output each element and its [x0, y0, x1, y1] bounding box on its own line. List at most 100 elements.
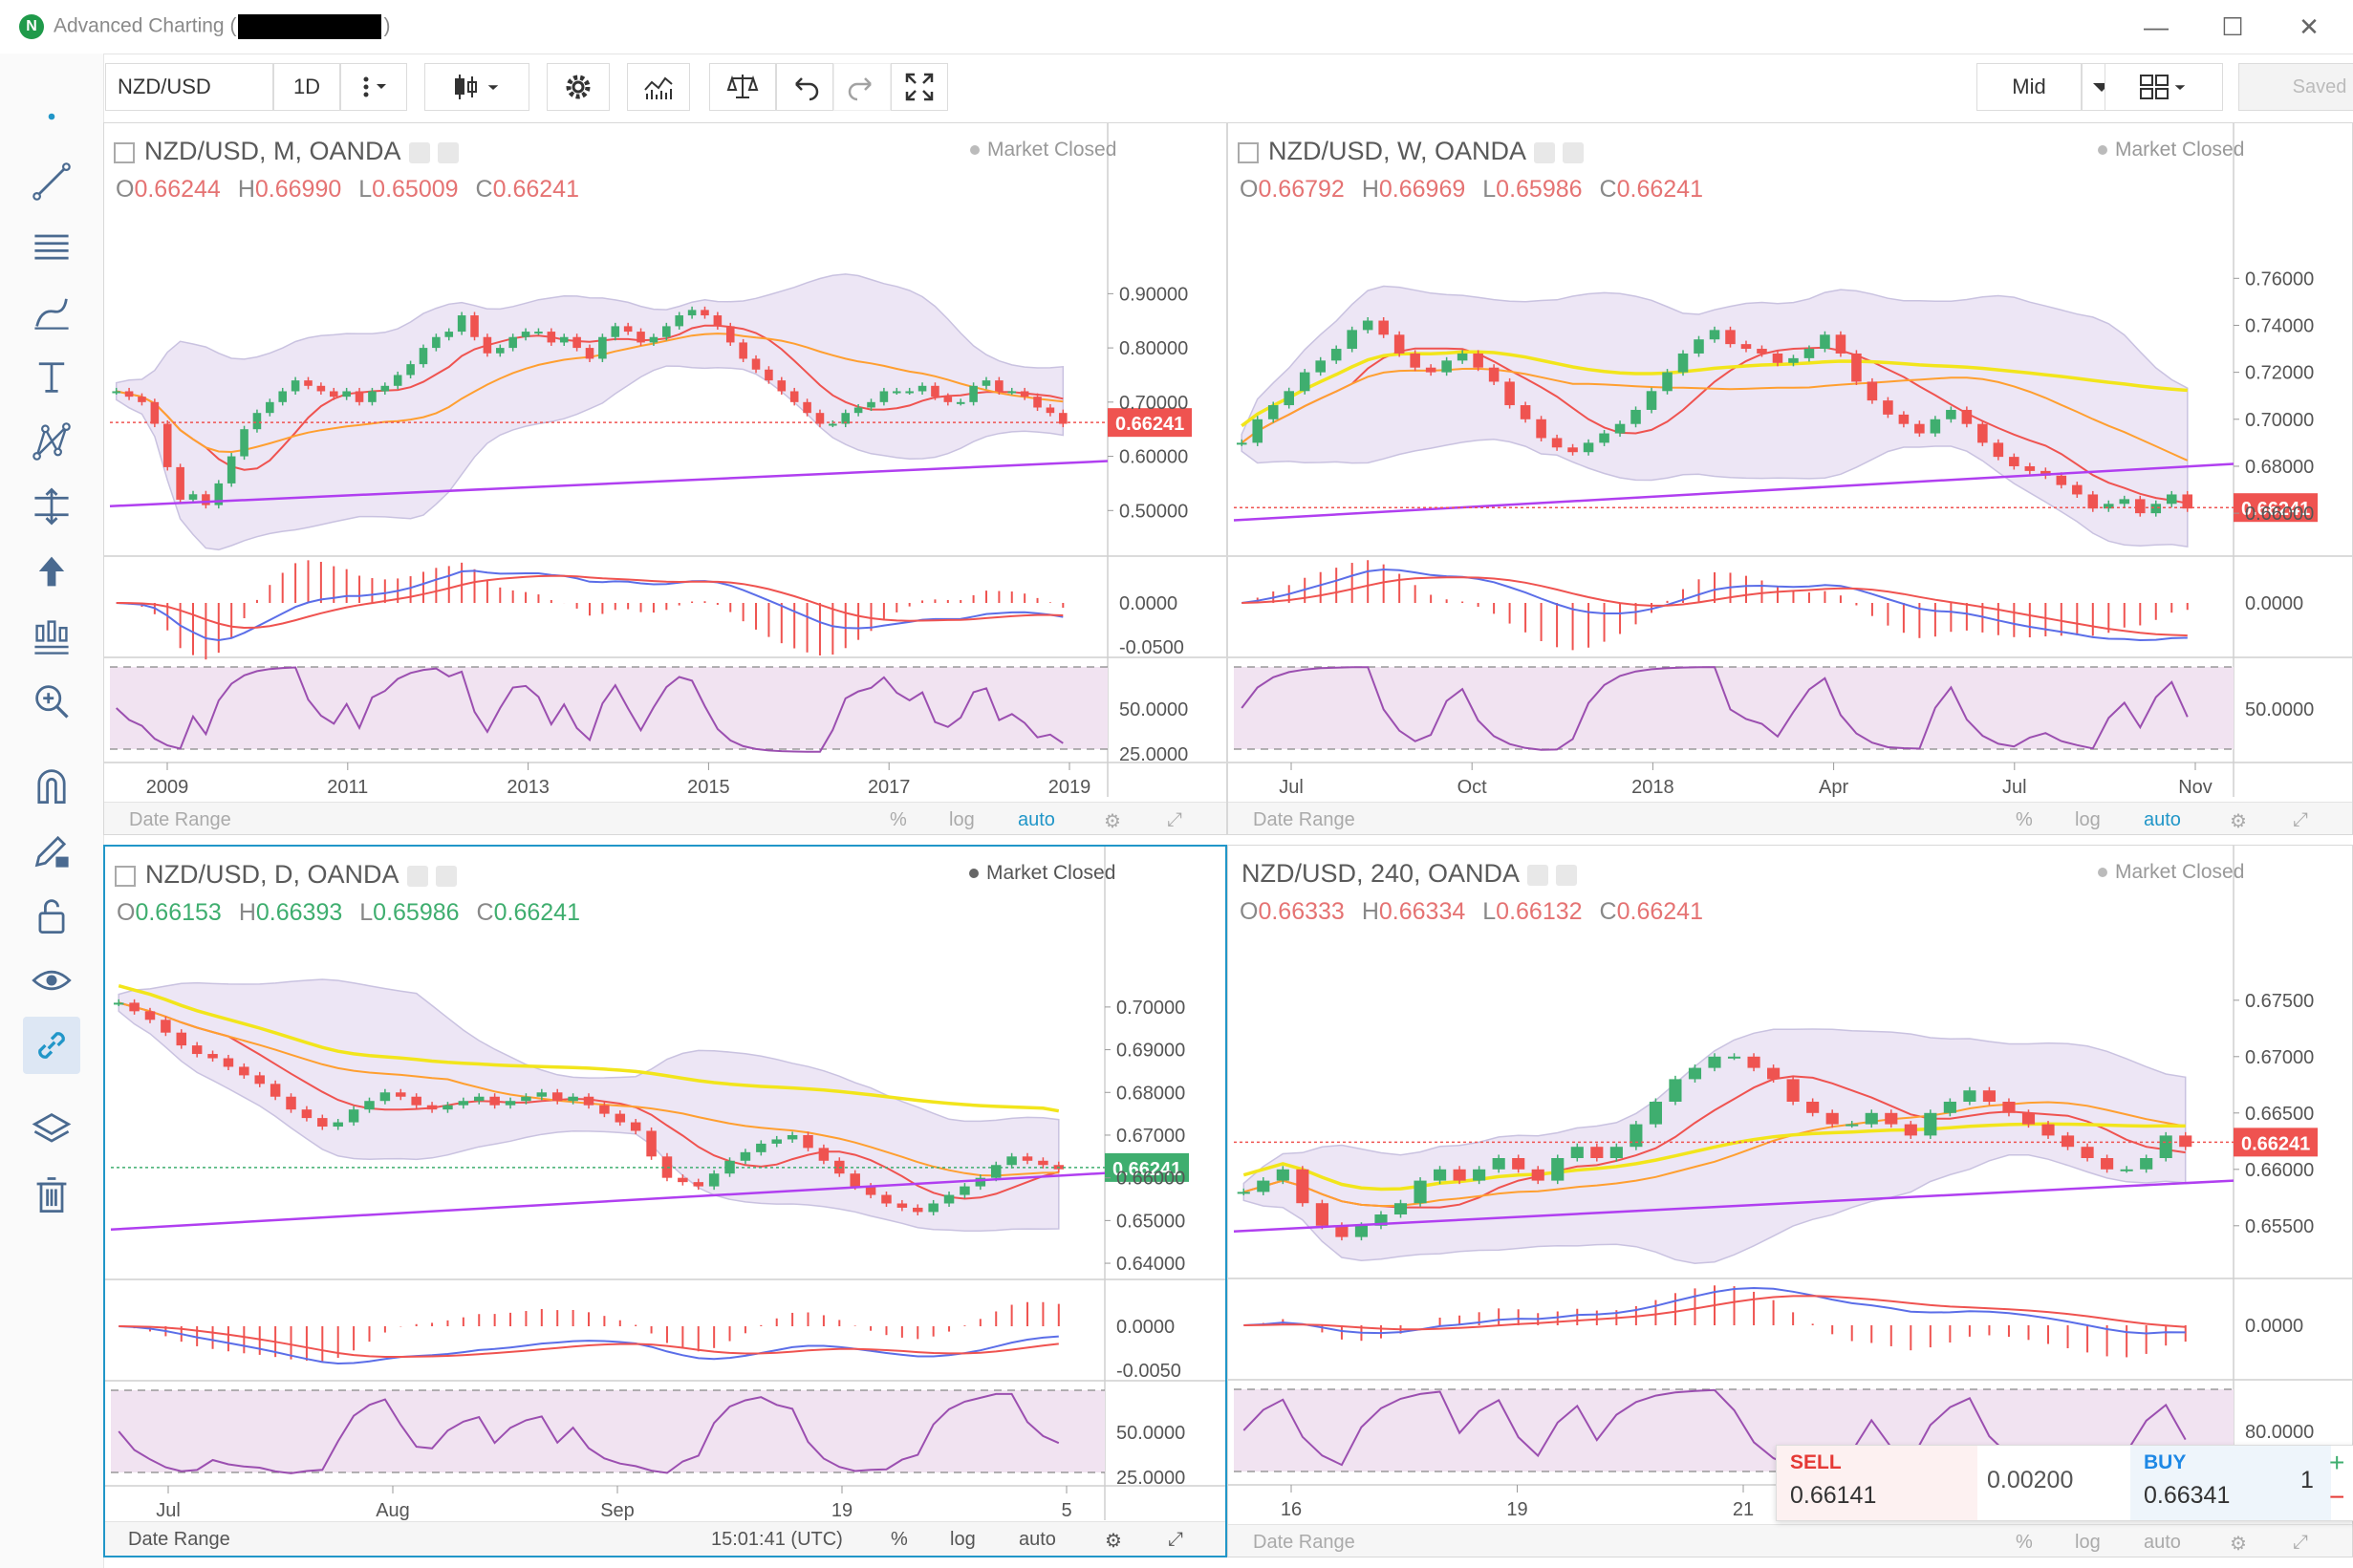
collapse-checkbox[interactable]	[114, 141, 135, 163]
horizontal-lines-icon[interactable]	[23, 218, 80, 275]
arrow-up-icon[interactable]	[23, 543, 80, 600]
layout-button[interactable]	[2105, 63, 2223, 111]
chart-style-button[interactable]	[424, 63, 529, 111]
pattern-icon[interactable]	[23, 413, 80, 470]
chart-panel-monthly[interactable]: 0.66241 0.90000 0.80000 0.70000 0.60000 0.500…	[103, 122, 1227, 835]
percent-button[interactable]: %	[2016, 809, 2033, 830]
trash-icon[interactable]	[23, 1166, 80, 1223]
layers-icon[interactable]	[23, 1101, 80, 1158]
gear-icon[interactable]: ⚙	[2230, 811, 2247, 832]
trend-line-icon[interactable]	[23, 153, 80, 210]
interval-button[interactable]: 1D	[273, 63, 340, 111]
text-icon[interactable]	[23, 348, 80, 405]
candle-body	[751, 358, 761, 370]
price-tick-label: 0.76000	[2245, 268, 2314, 290]
gear-icon[interactable]	[437, 141, 459, 163]
auto-button[interactable]: auto	[1019, 1529, 1056, 1550]
chart-canvas-monthly[interactable]: 0.66241 0.90000 0.80000 0.70000 0.60000 0.500…	[104, 123, 1227, 835]
symbol-search-button[interactable]: NZD/USD	[105, 63, 273, 111]
fullscreen-icon[interactable]: ⤢	[1167, 809, 1182, 830]
log-button[interactable]: log	[2075, 809, 2101, 830]
measure-icon[interactable]	[23, 478, 80, 535]
brush-icon[interactable]	[23, 283, 80, 340]
eye-settings-icon[interactable]	[1527, 864, 1549, 886]
candle-body	[1267, 405, 1279, 419]
buy-button[interactable]: BUY 0.66341	[2130, 1446, 2331, 1520]
log-button[interactable]: log	[2075, 1532, 2101, 1553]
undo-button[interactable]	[776, 63, 833, 111]
gear-icon[interactable]: ⚙	[1105, 1531, 1122, 1552]
candle-body	[2140, 1158, 2153, 1170]
percent-button[interactable]: %	[890, 809, 907, 830]
collapse-checkbox[interactable]	[1238, 141, 1259, 163]
saved-button[interactable]: Saved	[2238, 63, 2353, 111]
close-button[interactable]: ✕	[2299, 12, 2320, 41]
date-range-button[interactable]: Date Range	[128, 1529, 230, 1550]
maximize-button[interactable]: ☐	[2221, 12, 2244, 41]
chart-panel-weekly[interactable]: 0.66241 0.76000 0.74000 0.72000 0.70000 0.680…	[1227, 122, 2353, 835]
gear-icon[interactable]	[1556, 864, 1578, 886]
interval-menu-button[interactable]	[340, 63, 407, 111]
trend-line	[109, 460, 1109, 507]
sell-button[interactable]: SELL 0.66141	[1777, 1446, 1977, 1520]
percent-button[interactable]: %	[2016, 1532, 2033, 1553]
candle-body	[432, 336, 441, 349]
link-icon[interactable]	[23, 1017, 80, 1074]
candle-body	[960, 1186, 970, 1195]
fullscreen-icon[interactable]: ⤢	[2293, 809, 2308, 830]
price-tick-label: 0.60000	[1119, 447, 1188, 468]
gear-icon[interactable]: ⚙	[2230, 1534, 2247, 1555]
date-range-button[interactable]: Date Range	[129, 809, 231, 830]
chart-canvas-weekly[interactable]: 0.66241 0.76000 0.74000 0.72000 0.70000 0.680…	[1228, 123, 2353, 835]
unlock-icon[interactable]	[23, 887, 80, 944]
log-button[interactable]: log	[949, 809, 975, 830]
ma-fast-line	[116, 324, 1064, 471]
candle-body	[380, 385, 390, 392]
candle-body	[1825, 1112, 1839, 1125]
candle-body	[1354, 1225, 1369, 1237]
date-range-button[interactable]: Date Range	[1253, 809, 1355, 830]
eye-settings-icon[interactable]	[1534, 141, 1556, 163]
auto-button[interactable]: auto	[1018, 809, 1055, 830]
redo-button[interactable]	[833, 63, 891, 111]
collapse-checkbox[interactable]	[115, 865, 136, 887]
quantity-increase-button[interactable]: +	[2329, 1448, 2345, 1477]
date-range-button[interactable]: Date Range	[1253, 1532, 1355, 1553]
minimize-button[interactable]: —	[2144, 12, 2169, 41]
price-tick-label: 0.67000	[1116, 1126, 1185, 1147]
fullscreen-icon[interactable]: ⤢	[1168, 1529, 1183, 1550]
chart-canvas-daily[interactable]: 0.66241 0.70000 0.69000 0.68000 0.67000 0.660…	[105, 847, 1225, 1556]
log-button[interactable]: log	[950, 1529, 976, 1550]
zoom-icon[interactable]	[23, 673, 80, 730]
long-position-icon[interactable]	[23, 608, 80, 665]
chart-panel-daily[interactable]: 0.66241 0.70000 0.69000 0.68000 0.67000 0.660…	[103, 845, 1227, 1557]
auto-button[interactable]: auto	[2144, 809, 2181, 830]
quantity-decrease-button[interactable]: −	[2329, 1482, 2345, 1512]
magnet-icon[interactable]	[23, 757, 80, 814]
settings-button[interactable]	[547, 63, 610, 111]
pencil-lock-icon[interactable]	[23, 822, 80, 879]
percent-button[interactable]: %	[891, 1529, 908, 1550]
quantity-field[interactable]: 1	[2300, 1467, 2314, 1493]
compare-button[interactable]	[709, 63, 776, 111]
fullscreen-icon[interactable]: ⤢	[2293, 1532, 2308, 1553]
eye-settings-icon[interactable]	[408, 141, 430, 163]
gear-icon[interactable]: ⚙	[1104, 811, 1121, 832]
indicators-button[interactable]	[627, 63, 690, 111]
gear-icon[interactable]	[1563, 141, 1585, 163]
candle-body	[630, 1122, 641, 1131]
chart-panel-240[interactable]: 0.66241 0.67500 0.67000 0.66500 0.66000 0.655…	[1227, 845, 2353, 1557]
candle-body	[598, 336, 607, 359]
gear-icon[interactable]	[435, 865, 457, 887]
cursor-icon[interactable]	[23, 88, 80, 145]
fullscreen-button[interactable]	[891, 63, 948, 111]
rsi-band	[110, 667, 1108, 749]
eye-settings-icon[interactable]	[406, 865, 428, 887]
auto-button[interactable]: auto	[2144, 1532, 2181, 1553]
price-source-button[interactable]: Mid	[1976, 63, 2082, 111]
time-tick-label: 2019	[1048, 777, 1091, 798]
candle-body	[286, 1096, 296, 1110]
candle-body	[611, 326, 620, 337]
candle-body	[176, 1032, 187, 1046]
eye-icon[interactable]	[23, 952, 80, 1009]
